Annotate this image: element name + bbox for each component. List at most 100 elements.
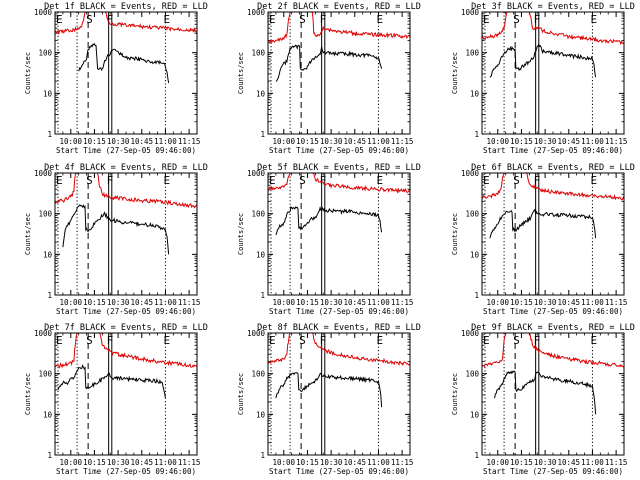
- y-axis-label: Counts/sec: [451, 373, 459, 415]
- x-tick-label: 11:00: [154, 458, 177, 467]
- plot-frame: [481, 332, 625, 456]
- x-axis-label: Start Time (27-Sep-05 09:46:00): [483, 467, 623, 476]
- x-tick-label: 11:00: [154, 298, 177, 307]
- marker-label: E: [56, 334, 63, 347]
- marker-label: E: [56, 174, 63, 187]
- x-tick-label: 10:00: [486, 137, 509, 146]
- panel-title: Det 9f BLACK = Events, RED = LLD: [471, 323, 635, 333]
- panel-title: Det 6f BLACK = Events, RED = LLD: [471, 163, 635, 173]
- x-tick-label: 10:45: [130, 458, 153, 467]
- x-axis-label: Start Time (27-Sep-05 09:46:00): [483, 307, 623, 316]
- y-tick-label: 1000: [247, 169, 266, 178]
- y-tick-label: 1: [474, 291, 479, 300]
- y-tick-label: 1000: [461, 8, 480, 17]
- x-tick-label: 11:15: [391, 137, 414, 146]
- y-axis-label: Counts/sec: [24, 213, 32, 255]
- y-axis-label: Counts/sec: [237, 373, 245, 415]
- marker-label: E: [163, 174, 170, 187]
- x-tick-label: 11:15: [391, 298, 414, 307]
- marker-label: F: [534, 174, 541, 187]
- x-axis-label: Start Time (27-Sep-05 09:46:00): [269, 146, 409, 155]
- marker-label: F: [320, 13, 327, 26]
- y-tick-label: 1: [474, 130, 479, 139]
- y-axis-label: Counts/sec: [24, 373, 32, 415]
- panel-9: Det 9f BLACK = Events, RED = LLD 1 10 100 10…: [451, 323, 635, 476]
- x-tick-label: 10:45: [557, 298, 580, 307]
- lld-series-line: [54, 11, 198, 36]
- marker-label: E: [56, 13, 63, 26]
- x-tick-label: 11:15: [391, 458, 414, 467]
- x-tick-label: 10:30: [534, 458, 557, 467]
- x-tick-label: 10:15: [296, 298, 319, 307]
- y-tick-label: 1: [474, 451, 479, 460]
- events-series-line: [275, 205, 383, 236]
- panel-title: Det 7f BLACK = Events, RED = LLD: [44, 323, 208, 333]
- marker-label: S: [513, 334, 520, 347]
- marker-label: F: [107, 334, 114, 347]
- y-tick-label: 1000: [34, 169, 53, 178]
- lld-series-line: [54, 332, 198, 369]
- x-tick-label: 10:45: [557, 458, 580, 467]
- x-axis-label: Start Time (27-Sep-05 09:46:00): [56, 146, 196, 155]
- x-tick-label: 10:45: [130, 298, 153, 307]
- x-tick-label: 11:00: [581, 298, 604, 307]
- x-tick-label: 10:00: [272, 458, 295, 467]
- panel-title: Det 2f BLACK = Events, RED = LLD: [257, 2, 421, 12]
- marker-label: E: [163, 334, 170, 347]
- marker-label: S: [513, 174, 520, 187]
- events-series-line: [78, 42, 170, 84]
- panel-title: Det 8f BLACK = Events, RED = LLD: [257, 323, 421, 333]
- x-tick-label: 10:30: [107, 298, 130, 307]
- x-tick-label: 11:15: [605, 458, 628, 467]
- y-tick-label: 100: [465, 49, 479, 58]
- x-axis-label: Start Time (27-Sep-05 09:46:00): [56, 307, 196, 316]
- x-tick-label: 10:45: [130, 137, 153, 146]
- y-tick-label: 1000: [34, 8, 53, 17]
- plot-frame: [54, 332, 198, 456]
- y-axis-label: Counts/sec: [237, 52, 245, 94]
- plot-frame: [481, 11, 625, 135]
- marker-label: E: [590, 334, 597, 347]
- x-tick-label: 10:00: [486, 458, 509, 467]
- y-tick-label: 1: [260, 291, 265, 300]
- panel-title: Det 3f BLACK = Events, RED = LLD: [471, 2, 635, 12]
- marker-label: E: [269, 334, 276, 347]
- marker-label: F: [107, 174, 114, 187]
- y-tick-label: 10: [256, 250, 266, 259]
- marker-label: E: [269, 174, 276, 187]
- lld-series-line: [481, 332, 625, 368]
- events-series-line: [494, 370, 597, 415]
- y-axis-label: Counts/sec: [237, 213, 245, 255]
- lld-series-line: [267, 11, 411, 45]
- y-axis-label: Counts/sec: [24, 52, 32, 94]
- marker-label: S: [86, 174, 93, 187]
- x-tick-label: 10:15: [510, 137, 533, 146]
- events-series-line: [275, 44, 383, 82]
- x-tick-label: 10:45: [343, 458, 366, 467]
- marker-label: S: [513, 13, 520, 26]
- marker-label: E: [483, 13, 490, 26]
- x-tick-label: 10:00: [272, 298, 295, 307]
- marker-label: E: [376, 13, 383, 26]
- panel-1: Det 1f BLACK = Events, RED = LLD 1 10 100 10…: [24, 2, 208, 155]
- x-tick-label: 11:15: [178, 298, 201, 307]
- x-tick-label: 10:00: [59, 298, 82, 307]
- x-tick-label: 10:15: [510, 458, 533, 467]
- x-tick-label: 10:45: [343, 298, 366, 307]
- lld-series-line: [54, 172, 198, 209]
- events-series-line: [62, 204, 170, 255]
- y-tick-label: 100: [251, 370, 265, 379]
- plot-frame: [54, 172, 198, 296]
- x-tick-label: 10:00: [486, 298, 509, 307]
- marker-label: F: [320, 334, 327, 347]
- x-tick-label: 10:30: [320, 137, 343, 146]
- x-tick-label: 10:30: [107, 458, 130, 467]
- x-axis-label: Start Time (27-Sep-05 09:46:00): [269, 467, 409, 476]
- plot-frame: [481, 172, 625, 296]
- y-axis-label: Counts/sec: [451, 213, 459, 255]
- y-tick-label: 10: [43, 250, 53, 259]
- x-tick-label: 11:00: [367, 137, 390, 146]
- marker-label: E: [163, 13, 170, 26]
- panel-5: Det 5f BLACK = Events, RED = LLD 1 10 100 10…: [237, 163, 421, 316]
